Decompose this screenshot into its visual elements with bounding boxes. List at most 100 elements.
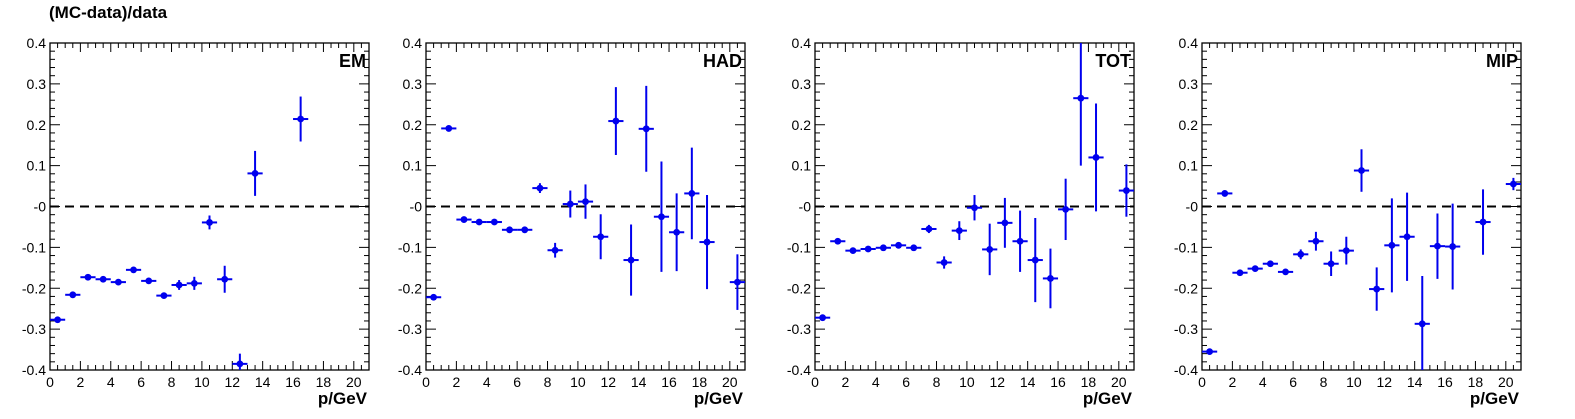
- data-marker: [1297, 250, 1305, 258]
- data-point: [426, 293, 442, 301]
- data-point: [141, 277, 157, 285]
- data-point: [997, 197, 1013, 248]
- data-marker: [99, 275, 107, 283]
- x-tick-label: 18: [1468, 374, 1484, 390]
- x-tick-label: 4: [1259, 374, 1267, 390]
- data-marker: [145, 277, 153, 285]
- y-tick-label: 0.4: [27, 35, 47, 51]
- data-point: [669, 193, 685, 272]
- data-marker: [175, 281, 183, 289]
- data-marker: [1062, 205, 1070, 213]
- data-marker: [1092, 154, 1100, 161]
- data-point: [653, 161, 670, 272]
- data-marker: [849, 247, 857, 255]
- x-tick-label: 12: [224, 374, 240, 390]
- data-point: [1445, 203, 1461, 290]
- data-point: [1369, 267, 1385, 311]
- data-point: [532, 183, 548, 194]
- y-tick-label: -0.2: [22, 280, 46, 296]
- data-marker: [1282, 268, 1289, 276]
- data-point: [1042, 248, 1059, 309]
- data-marker: [819, 314, 826, 322]
- x-tick-label: 12: [1376, 374, 1392, 390]
- y-tick-label: -0.2: [398, 280, 422, 296]
- x-tick-label: 18: [316, 374, 332, 390]
- data-marker: [642, 125, 650, 133]
- x-tick-label: 0: [46, 374, 54, 390]
- data-marker: [1434, 242, 1441, 250]
- panel-mip: 0 2 4 6 8 10 12 14 16 18 20 -0.4 -0.3 -0.2 -0.1 -0 0.1 0.…: [1174, 35, 1522, 408]
- data-point: [1323, 251, 1339, 276]
- data-point: [1429, 213, 1446, 279]
- data-point: [1505, 177, 1521, 191]
- data-marker: [658, 213, 665, 221]
- panel-title: TOT: [1095, 51, 1131, 71]
- data-point: [623, 224, 639, 296]
- y-tick-label: -0.3: [22, 321, 46, 337]
- y-tick-label: -0.3: [787, 321, 811, 337]
- data-marker: [703, 238, 711, 246]
- data-point: [456, 216, 472, 223]
- data-marker: [445, 125, 453, 132]
- panel-had: 0 2 4 6 8 10 12 14 16 18 20 -0.4 -0.3 -0.2 -0.1 -0 0.1 0.…: [398, 35, 746, 408]
- x-tick-label: 16: [1050, 374, 1066, 390]
- x-tick-label: 20: [1111, 374, 1127, 390]
- data-point: [1338, 236, 1354, 265]
- data-point: [966, 195, 983, 221]
- data-marker: [986, 246, 994, 253]
- x-axis-label: p/GeV: [1083, 389, 1133, 408]
- x-tick-label: 6: [1289, 374, 1297, 390]
- data-marker: [190, 279, 198, 287]
- x-tick-label: 10: [194, 374, 210, 390]
- data-point: [186, 276, 202, 290]
- y-tick-label: 0.2: [27, 117, 47, 133]
- data-marker: [955, 227, 963, 235]
- data-point: [1073, 43, 1089, 166]
- data-marker: [551, 246, 559, 254]
- x-tick-label: 20: [1498, 374, 1514, 390]
- data-marker: [1388, 241, 1396, 249]
- data-point: [608, 87, 624, 155]
- y-tick-label: -0.4: [1174, 362, 1198, 378]
- y-tick-label: 0.4: [792, 35, 812, 51]
- data-point: [845, 247, 861, 255]
- data-marker: [1403, 233, 1411, 241]
- data-point: [1088, 103, 1104, 212]
- data-marker: [430, 293, 437, 301]
- data-marker: [971, 204, 978, 212]
- data-point: [156, 292, 172, 300]
- y-tick-label: -0.4: [22, 362, 46, 378]
- y-tick-label: -0.1: [1174, 239, 1198, 255]
- data-marker: [566, 200, 574, 208]
- data-point: [486, 218, 502, 226]
- y-tick-label: 0.4: [1179, 35, 1199, 51]
- x-tick-label: 14: [631, 374, 647, 390]
- data-point: [684, 147, 700, 240]
- x-axis-label: p/GeV: [318, 389, 368, 408]
- data-point: [1217, 190, 1233, 197]
- data-marker: [834, 237, 842, 245]
- data-marker: [910, 244, 918, 252]
- data-point: [501, 226, 518, 234]
- x-tick-label: 6: [902, 374, 910, 390]
- data-marker: [582, 198, 589, 205]
- data-point: [1232, 269, 1248, 277]
- data-marker: [221, 275, 229, 283]
- x-tick-label: 10: [570, 374, 586, 390]
- x-axis-label: p/GeV: [694, 389, 744, 408]
- panel-em: 0 2 4 6 8 10 12 14 16 18 20 -0.4 -0.3 -0.2 -0.1 -0 0.1 0.…: [22, 35, 370, 408]
- y-tick-label: 0.1: [27, 158, 47, 174]
- data-point: [1262, 260, 1278, 268]
- x-tick-label: 18: [692, 374, 708, 390]
- data-marker: [1266, 260, 1274, 268]
- x-tick-label: 10: [1346, 374, 1362, 390]
- data-marker: [1449, 243, 1457, 250]
- y-tick-label: -0: [799, 199, 812, 215]
- data-point: [247, 150, 263, 196]
- data-point: [729, 254, 745, 310]
- y-tick-label: -0.1: [787, 239, 811, 255]
- y-tick-label: -0.2: [1174, 280, 1198, 296]
- y-tick-label: 0.4: [403, 35, 423, 51]
- data-marker: [688, 190, 696, 197]
- data-point: [65, 291, 81, 299]
